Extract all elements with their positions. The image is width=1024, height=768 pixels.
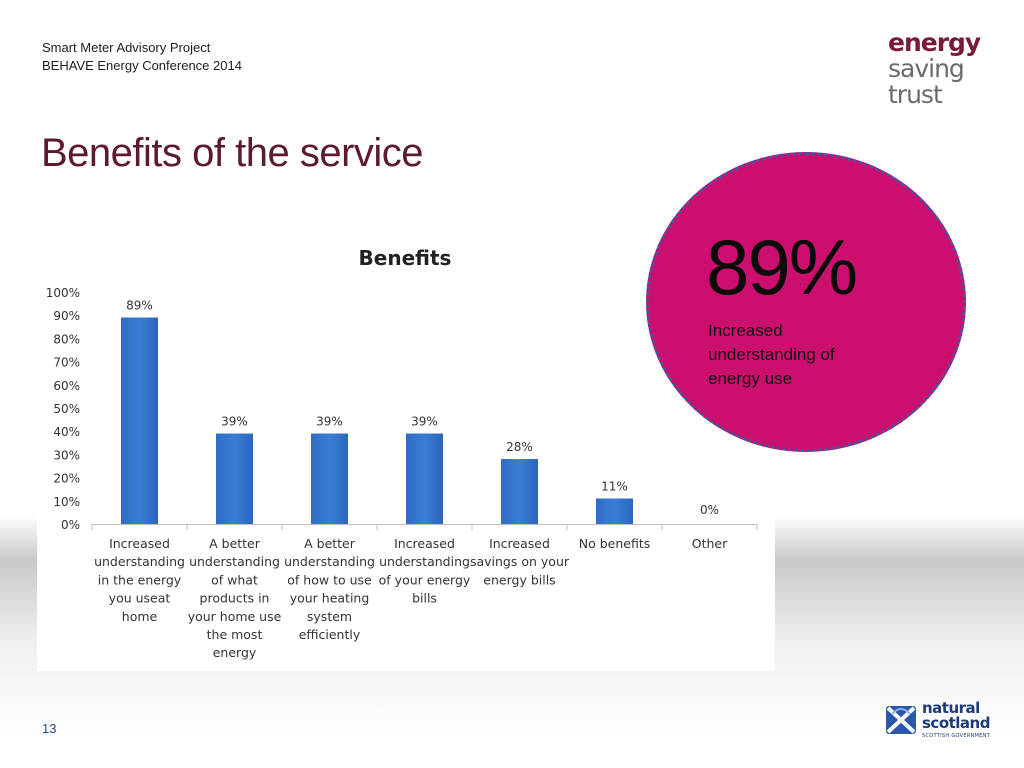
category-label: your home use: [188, 609, 282, 624]
bar: [311, 433, 348, 524]
logo-natural: natural: [922, 699, 980, 717]
category-label: your heating: [290, 591, 370, 606]
category-label: No benefits: [579, 536, 651, 551]
category-label: Increased: [109, 536, 170, 551]
category-label: of what: [211, 572, 258, 587]
energy-saving-trust-logo: energy saving trust: [888, 30, 988, 108]
bar: [216, 433, 253, 524]
benefits-chart-svg: Benefits 0% 10% 20% 30% 40% 50% 60% 70% 80% 90% 100…: [46, 246, 758, 660]
category-label: understanding: [94, 554, 185, 569]
category-label: Increased: [489, 536, 550, 551]
category-label: Other: [692, 536, 728, 551]
logo-word-trust: trust: [888, 80, 943, 109]
category-label: A better: [209, 536, 261, 551]
y-tick-label: 90%: [53, 309, 80, 323]
y-tick-label: 60%: [53, 379, 80, 393]
y-tick-label: 0%: [61, 518, 80, 532]
bar: [596, 498, 633, 524]
logo-scottish-government: SCOTTISH GOVERNMENT: [922, 733, 991, 739]
category-label: the most: [207, 627, 263, 642]
category-label: understanding: [379, 554, 470, 569]
bar-data-label: 39%: [316, 415, 343, 429]
bar-data-label: 0%: [700, 503, 719, 517]
y-tick-label: 50%: [53, 402, 80, 416]
page-title: Benefits of the service: [41, 131, 424, 175]
natural-scotland-logo: [886, 706, 916, 734]
category-label: savings on your: [470, 554, 570, 569]
conference-name: BEHAVE Energy Conference 2014: [42, 58, 242, 73]
bar-data-label: 39%: [411, 415, 438, 429]
category-label: home: [122, 609, 158, 624]
bar-data-label: 11%: [601, 479, 628, 493]
bar: [121, 317, 158, 524]
category-label: energy bills: [483, 572, 555, 587]
highlight-circle: [646, 152, 966, 452]
highlight-caption: Increased understanding of energy use: [708, 321, 835, 388]
project-name: Smart Meter Advisory Project: [42, 40, 211, 55]
y-tick-label: 70%: [53, 356, 80, 370]
bar-data-label: 39%: [221, 415, 248, 429]
y-tick-label: 100%: [46, 286, 80, 300]
category-label: understanding: [189, 554, 280, 569]
bar-data-label: 89%: [126, 299, 153, 313]
category-label: energy: [213, 645, 257, 660]
chart-title: Benefits: [359, 246, 452, 270]
saltire-icon: [886, 706, 916, 734]
natural-scotland-text: natural scotland SCOTTISH GOVERNMENT: [922, 699, 991, 740]
y-tick-label: 80%: [53, 332, 80, 346]
bar: [501, 459, 538, 524]
category-label: you useat: [109, 591, 171, 606]
category-label: efficiently: [299, 627, 361, 642]
logo-word-saving: saving: [888, 54, 965, 83]
logo-word-energy: energy: [888, 28, 981, 57]
category-label: A better: [304, 536, 356, 551]
category-label: of your energy: [379, 572, 471, 587]
y-tick-label: 40%: [53, 425, 80, 439]
y-tick-label: 10%: [53, 495, 80, 509]
y-tick-label: 20%: [53, 472, 80, 486]
logo-scotland: scotland: [922, 714, 990, 732]
category-label: Increased: [394, 536, 455, 551]
category-label: bills: [412, 591, 437, 606]
category-label: of how to use: [287, 572, 372, 587]
bar: [406, 433, 443, 524]
category-label: products in: [200, 591, 270, 606]
category-label: understanding: [284, 554, 375, 569]
category-label: in the energy: [98, 572, 182, 587]
y-tick-label: 30%: [53, 448, 80, 462]
slide-number: 13: [42, 721, 57, 736]
highlight-value: 89%: [706, 223, 858, 311]
bar-data-label: 28%: [506, 440, 533, 454]
category-label: system: [307, 609, 352, 624]
